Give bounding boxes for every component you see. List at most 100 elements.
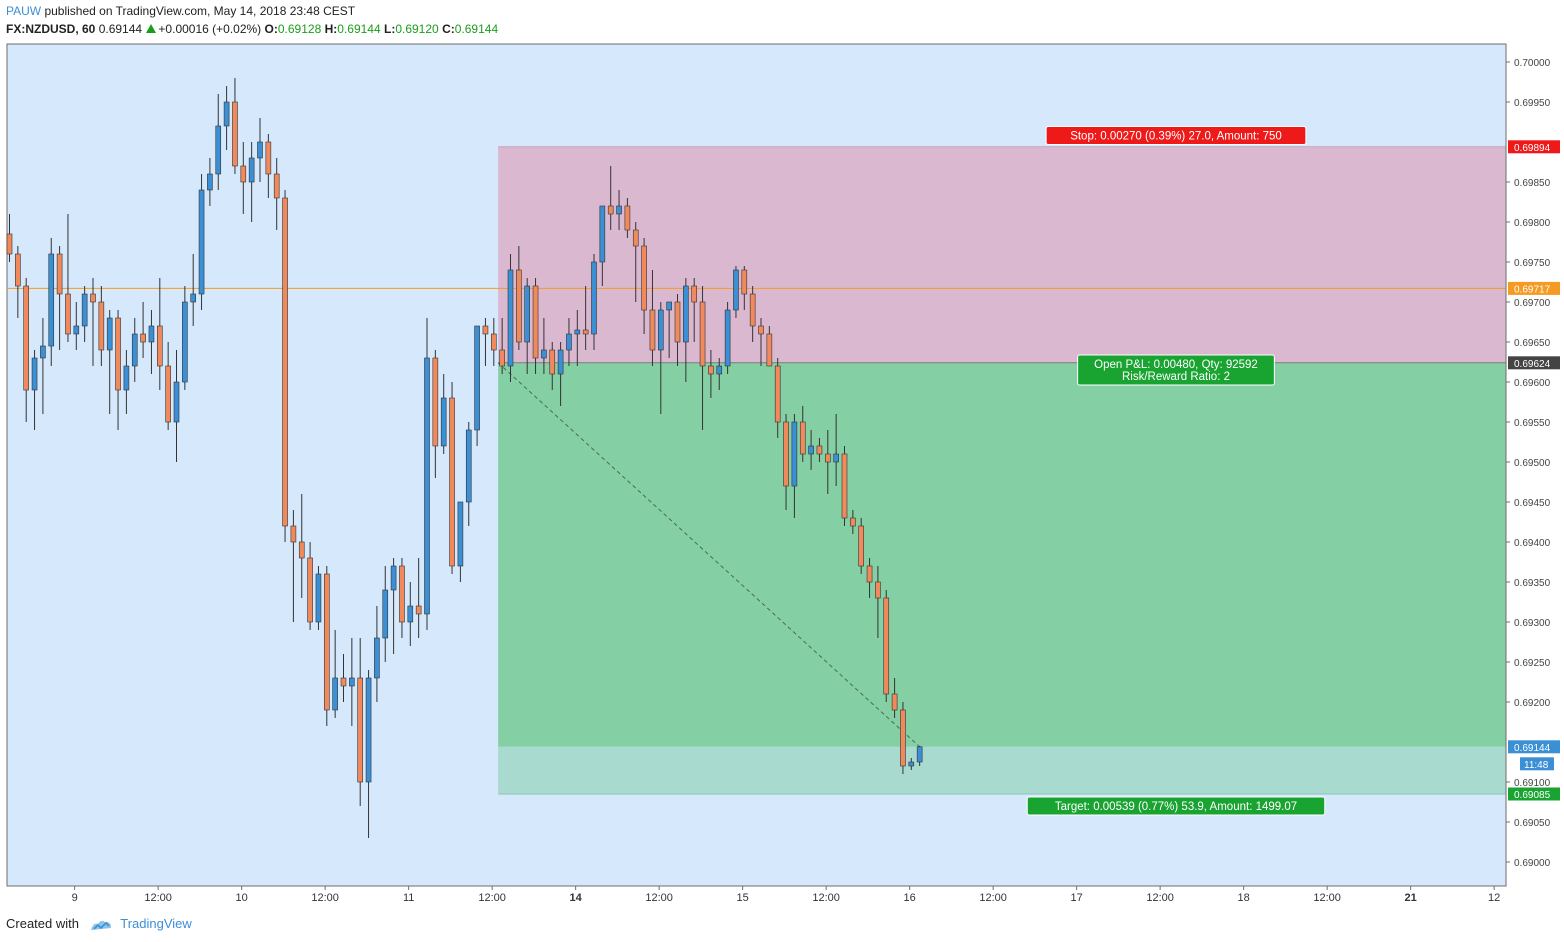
price-tick-label: 0.69450 xyxy=(1514,498,1551,509)
time-tick-label: 12:00 xyxy=(478,892,506,904)
close-label: C: xyxy=(442,22,455,36)
time-tick-label: 12:00 xyxy=(645,892,673,904)
candle-body xyxy=(131,333,138,367)
candle-body xyxy=(65,293,71,335)
candle-body xyxy=(165,365,171,423)
candle-body xyxy=(307,557,313,623)
price-change: +0.00016 (+0.02%) xyxy=(158,22,262,36)
candle-body xyxy=(607,205,614,215)
low-label: L: xyxy=(384,22,396,36)
candle-body xyxy=(791,421,798,487)
candle-body xyxy=(374,637,380,679)
current-price-badge: 0.69144 xyxy=(1514,743,1551,754)
candle-body xyxy=(157,325,163,367)
candle-body xyxy=(616,205,622,215)
candle-body xyxy=(900,709,906,767)
candle-body xyxy=(290,525,297,543)
candle-body xyxy=(841,453,848,519)
candle-body xyxy=(591,261,597,335)
stop-price-badge: 0.69894 xyxy=(1514,143,1551,154)
high-label: H: xyxy=(324,22,338,36)
target-price-badge-bg xyxy=(1508,787,1560,801)
price-tick-label: 0.69500 xyxy=(1514,458,1551,469)
candle-body xyxy=(891,693,898,711)
candle-body xyxy=(282,197,288,527)
target-label-bg xyxy=(1026,796,1326,816)
created-with-text: Created with xyxy=(6,916,79,931)
candle-body xyxy=(340,677,347,687)
candle-body xyxy=(73,325,80,335)
candle-body xyxy=(490,333,497,351)
last-price: 0.69144 xyxy=(98,22,143,36)
price-tick-label: 0.69850 xyxy=(1514,178,1551,189)
candle-body xyxy=(315,573,322,623)
candle-body xyxy=(833,453,839,463)
candle-body xyxy=(323,573,330,711)
published-text: published on TradingView.com, May 14, 20… xyxy=(44,4,356,18)
symbol-name: FX:NZDUSD, 60 xyxy=(6,22,96,36)
candle-body xyxy=(649,309,656,351)
price-tick-label: 0.69400 xyxy=(1514,538,1551,549)
symbol-legend: FX:NZDUSD, 60 0.69144 +0.00016 (+0.02%) … xyxy=(6,22,498,36)
candle-body xyxy=(40,345,46,359)
price-tick-label: 0.69750 xyxy=(1514,258,1551,269)
profit-zone xyxy=(498,362,1506,747)
candle-body xyxy=(657,309,664,351)
candle-body xyxy=(875,581,881,599)
candle-body xyxy=(248,157,255,183)
author-link[interactable]: PAUW xyxy=(6,4,42,18)
price-tick-label: 0.69700 xyxy=(1514,298,1551,309)
hline-price-badge-bg xyxy=(1508,281,1560,295)
countdown-badge-bg xyxy=(1520,757,1554,771)
candle-body xyxy=(15,253,21,287)
candle-body xyxy=(691,285,698,303)
time-tick-label: 15 xyxy=(737,892,749,904)
up-arrow-icon xyxy=(146,24,157,33)
candle-body xyxy=(6,233,13,255)
entry-price-badge: 0.69624 xyxy=(1514,359,1551,370)
candle-body xyxy=(666,301,672,311)
candle-body xyxy=(749,293,756,327)
hline-price-badge: 0.69717 xyxy=(1514,284,1551,295)
candle-body xyxy=(415,605,422,615)
price-tick-label: 0.69350 xyxy=(1514,578,1551,589)
candle-body xyxy=(148,325,155,343)
publish-info: PAUW published on TradingView.com, May 1… xyxy=(6,4,355,18)
candle-body xyxy=(23,285,30,391)
stop-zone xyxy=(498,146,1506,363)
candle-body xyxy=(758,325,764,335)
candle-body xyxy=(215,125,222,175)
candle-body xyxy=(683,285,689,343)
price-tick-label: 0.69050 xyxy=(1514,818,1551,829)
time-tick-label: 21 xyxy=(1405,892,1417,904)
candle-body xyxy=(566,333,572,351)
high-value: 0.69144 xyxy=(337,22,381,36)
candle-body xyxy=(641,245,647,311)
candle-body xyxy=(457,501,464,567)
candle-body xyxy=(816,445,823,455)
candle-body xyxy=(106,317,113,351)
candle-body xyxy=(783,421,789,487)
tradingview-logo-icon xyxy=(90,920,111,930)
tradingview-link[interactable]: TradingView xyxy=(120,916,192,931)
candle-body xyxy=(733,269,739,311)
candle-body xyxy=(424,357,430,615)
pnl-label-bg xyxy=(1077,354,1275,386)
candle-body xyxy=(724,309,731,367)
candle-body xyxy=(883,597,890,695)
candle-body xyxy=(365,677,372,783)
price-tick-label: 0.69000 xyxy=(1514,858,1551,869)
candle-body xyxy=(908,761,915,767)
candle-body xyxy=(440,397,447,447)
candle-body xyxy=(198,189,205,295)
candle-body xyxy=(48,253,55,347)
candle-body xyxy=(449,397,455,567)
candle-body xyxy=(674,301,681,343)
close-value: 0.69144 xyxy=(454,22,499,36)
price-tick-label: 0.69950 xyxy=(1514,98,1551,109)
candle-body xyxy=(766,333,773,367)
candle-body xyxy=(90,293,96,303)
candle-body xyxy=(482,325,489,335)
time-tick-label: 16 xyxy=(904,892,916,904)
